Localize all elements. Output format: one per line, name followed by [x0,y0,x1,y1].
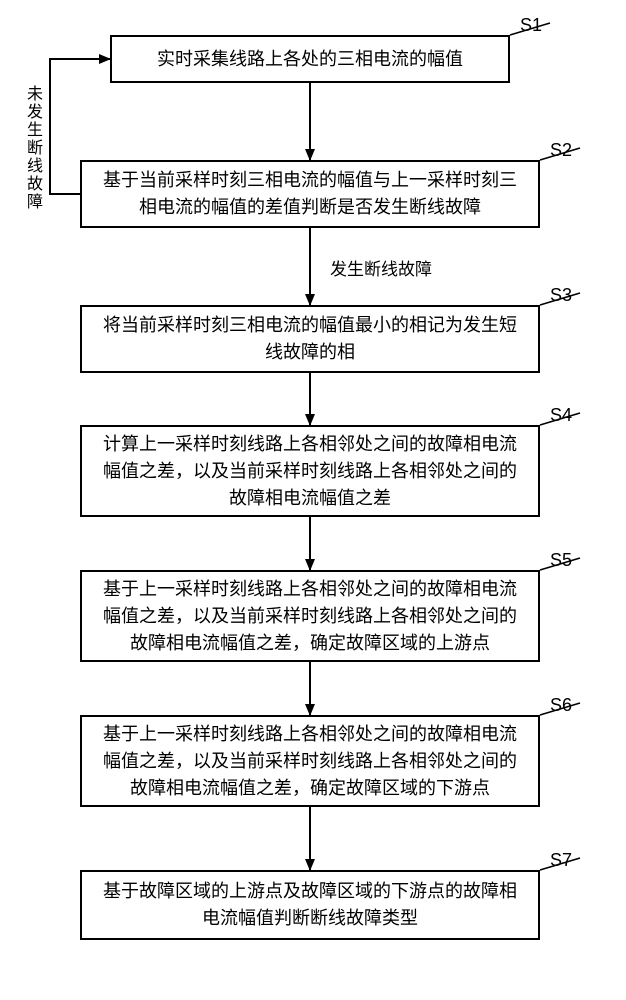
flowchart-canvas: 实时采集线路上各处的三相电流的幅值 S1 基于当前采样时刻三相电流的幅值与上一采… [0,0,626,1000]
node-text: 计算上一采样时刻线路上各相邻处之间的故障相电流幅值之差，以及当前采样时刻线路上各… [96,431,524,512]
edge-label-fault: 发生断线故障 [330,255,432,280]
step-label-s4: S4 [550,405,572,426]
node-text: 基于上一采样时刻线路上各相邻处之间的故障相电流幅值之差，以及当前采样时刻线路上各… [96,576,524,657]
step-label-s2: S2 [550,140,572,161]
step-label-s7: S7 [550,850,572,871]
node-s4: 计算上一采样时刻线路上各相邻处之间的故障相电流幅值之差，以及当前采样时刻线路上各… [80,425,540,517]
step-label-s3: S3 [550,285,572,306]
node-s5: 基于上一采样时刻线路上各相邻处之间的故障相电流幅值之差，以及当前采样时刻线路上各… [80,570,540,662]
node-s6: 基于上一采样时刻线路上各相邻处之间的故障相电流幅值之差，以及当前采样时刻线路上各… [80,715,540,807]
node-s2: 基于当前采样时刻三相电流的幅值与上一采样时刻三相电流的幅值的差值判断是否发生断线… [80,160,540,228]
node-text: 基于故障区域的上游点及故障区域的下游点的故障相电流幅值判断断线故障类型 [96,878,524,932]
step-label-s1: S1 [520,15,542,36]
node-s1: 实时采集线路上各处的三相电流的幅值 [110,35,510,83]
node-text: 将当前采样时刻三相电流的幅值最小的相记为发生短线故障的相 [96,312,524,366]
node-text: 基于当前采样时刻三相电流的幅值与上一采样时刻三相电流的幅值的差值判断是否发生断线… [96,167,524,221]
edge-label-no-fault: 未发生断线故障 [20,85,44,211]
step-label-s6: S6 [550,695,572,716]
node-text: 实时采集线路上各处的三相电流的幅值 [157,46,463,73]
node-s3: 将当前采样时刻三相电流的幅值最小的相记为发生短线故障的相 [80,305,540,373]
node-s7: 基于故障区域的上游点及故障区域的下游点的故障相电流幅值判断断线故障类型 [80,870,540,940]
step-label-s5: S5 [550,550,572,571]
node-text: 基于上一采样时刻线路上各相邻处之间的故障相电流幅值之差，以及当前采样时刻线路上各… [96,721,524,802]
